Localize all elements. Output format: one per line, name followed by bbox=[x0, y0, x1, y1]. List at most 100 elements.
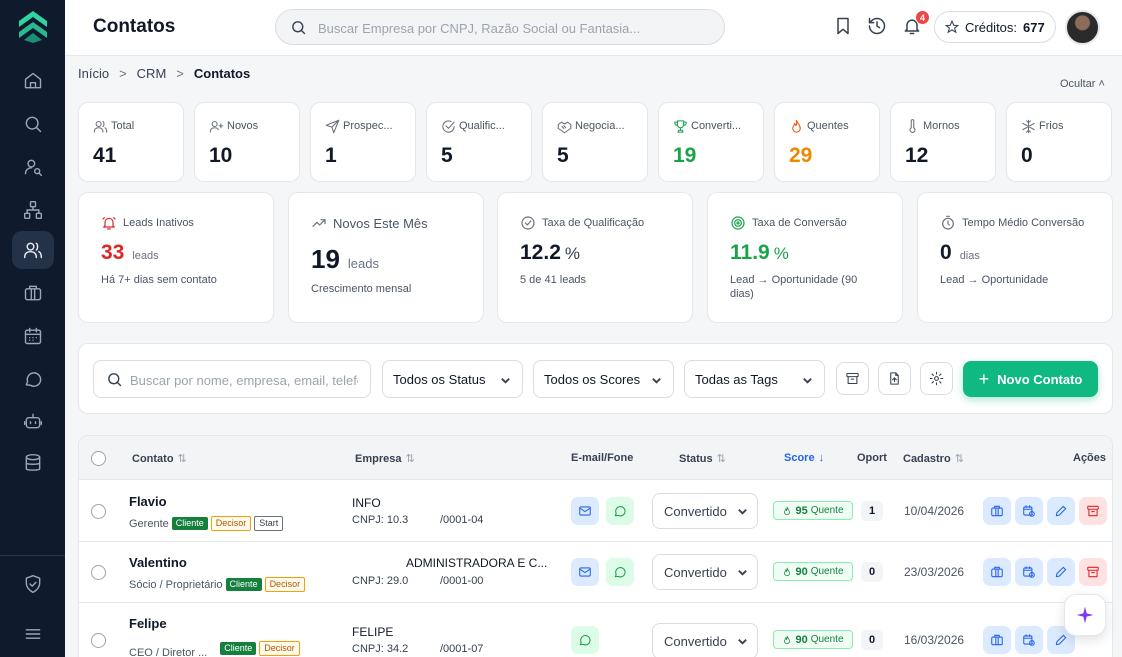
stat-card-negotiating[interactable]: Negocia... 5 bbox=[542, 102, 648, 182]
stat-card-total[interactable]: Total 41 bbox=[78, 102, 184, 182]
import-button[interactable] bbox=[878, 362, 911, 395]
score-label: Quente bbox=[810, 566, 844, 577]
edit-action-button[interactable] bbox=[1047, 558, 1075, 586]
stat-card-qualified[interactable]: Qualific... 5 bbox=[426, 102, 532, 182]
schedule-action-button[interactable] bbox=[1015, 626, 1043, 654]
company-name[interactable]: FELIPE bbox=[352, 625, 394, 639]
breadcrumb-current: Contatos bbox=[193, 66, 251, 81]
bell-icon bbox=[102, 217, 116, 230]
status-select[interactable]: Convertido bbox=[652, 493, 758, 529]
breadcrumb-home[interactable]: Início bbox=[78, 66, 110, 81]
lead-search-input[interactable] bbox=[130, 370, 358, 390]
opportunities-count: 0 bbox=[861, 562, 883, 582]
sidebar-item-contacts[interactable] bbox=[12, 231, 54, 269]
sidebar-item-home[interactable] bbox=[12, 62, 54, 100]
tag-filter[interactable]: Todas as Tags bbox=[684, 360, 825, 398]
metric-value: 0 dias bbox=[940, 241, 980, 265]
stat-card-converted[interactable]: Converti... 19 bbox=[658, 102, 764, 182]
email-button[interactable] bbox=[571, 497, 599, 525]
company-name[interactable]: INFO bbox=[352, 496, 381, 510]
column-oport: Oport bbox=[857, 452, 887, 464]
archive-button[interactable] bbox=[836, 362, 869, 395]
ai-assistant-button[interactable] bbox=[1064, 594, 1106, 636]
breadcrumb-crm[interactable]: CRM bbox=[136, 66, 167, 81]
column-empresa[interactable]: Empresa ⇅ bbox=[355, 452, 415, 465]
contact-name[interactable]: Valentino bbox=[129, 555, 187, 570]
column-status[interactable]: Status ⇅ bbox=[679, 452, 726, 465]
pencil-icon bbox=[1055, 634, 1067, 646]
row-checkbox[interactable] bbox=[91, 565, 106, 580]
sidebar-item-companies[interactable] bbox=[12, 274, 54, 312]
app-logo-icon[interactable] bbox=[18, 10, 48, 44]
company-action-button[interactable] bbox=[983, 558, 1011, 586]
credits-button[interactable]: Créditos: 677 bbox=[934, 11, 1056, 43]
tag-filter-value: Todas as Tags bbox=[695, 371, 778, 387]
table-row[interactable]: Felipe CEO / Diretor ... Cliente Decisor… bbox=[79, 603, 1112, 657]
notifications-button[interactable] bbox=[902, 16, 922, 36]
global-search[interactable] bbox=[275, 9, 725, 45]
column-score[interactable]: Score ↓ bbox=[784, 452, 824, 464]
sidebar-item-bot[interactable] bbox=[12, 402, 54, 440]
company-name[interactable]: ADMINISTRADORA E C... bbox=[406, 556, 548, 570]
column-label: Status bbox=[679, 453, 713, 465]
whatsapp-button[interactable] bbox=[606, 497, 634, 525]
select-all-checkbox[interactable] bbox=[91, 451, 106, 466]
hide-stats-toggle[interactable]: Ocultar ˄ bbox=[1060, 78, 1105, 90]
email-button[interactable] bbox=[571, 558, 599, 586]
score-badge: 90 Quente bbox=[773, 630, 853, 649]
tag-decisor: Decisor bbox=[259, 640, 300, 656]
table-row[interactable]: Flavio Gerente Cliente Decisor Start INF… bbox=[79, 481, 1112, 542]
table-row[interactable]: Valentino Sócio / Proprietário Cliente D… bbox=[79, 542, 1112, 603]
status-filter[interactable]: Todos os Status bbox=[382, 360, 523, 398]
stat-value: 29 bbox=[789, 144, 813, 167]
column-cadastro[interactable]: Cadastro ⇅ bbox=[903, 452, 964, 465]
edit-action-button[interactable] bbox=[1047, 497, 1075, 525]
stat-card-cold[interactable]: Frios 0 bbox=[1006, 102, 1112, 182]
status-select[interactable]: Convertido bbox=[652, 623, 758, 657]
metric-value: 19 leads bbox=[311, 244, 379, 275]
sidebar-item-hierarchy[interactable] bbox=[12, 191, 54, 229]
briefcase-icon bbox=[24, 285, 42, 301]
new-contact-button[interactable]: + Novo Contato bbox=[963, 361, 1098, 397]
settings-button[interactable] bbox=[920, 362, 953, 395]
stat-card-prospecting[interactable]: Prospec... 1 bbox=[310, 102, 416, 182]
column-acoes: Ações bbox=[1073, 452, 1107, 464]
score-badge: 90 Quente bbox=[773, 562, 853, 581]
search-icon bbox=[292, 21, 306, 35]
sidebar-item-security[interactable] bbox=[12, 565, 54, 603]
whatsapp-button[interactable] bbox=[606, 558, 634, 586]
history-button[interactable] bbox=[867, 16, 887, 36]
company-action-button[interactable] bbox=[983, 497, 1011, 525]
archive-action-button[interactable] bbox=[1079, 497, 1107, 525]
row-checkbox[interactable] bbox=[91, 504, 106, 519]
sidebar-menu-toggle[interactable] bbox=[12, 615, 54, 653]
sidebar-item-calendar[interactable] bbox=[12, 317, 54, 355]
sidebar-item-search[interactable] bbox=[12, 105, 54, 143]
whatsapp-button[interactable] bbox=[571, 626, 599, 654]
stat-card-new[interactable]: Novos 10 bbox=[194, 102, 300, 182]
contact-name[interactable]: Felipe bbox=[129, 616, 167, 631]
stat-value: 10 bbox=[209, 144, 233, 167]
stat-card-hot[interactable]: Quentes 29 bbox=[774, 102, 880, 182]
row-checkbox[interactable] bbox=[91, 633, 106, 648]
archive-action-button[interactable] bbox=[1079, 558, 1107, 586]
schedule-action-button[interactable] bbox=[1015, 558, 1043, 586]
global-search-input[interactable] bbox=[318, 18, 713, 38]
column-contato[interactable]: Contato ⇅ bbox=[132, 452, 187, 465]
sidebar-item-database[interactable] bbox=[12, 444, 54, 482]
bookmark-button[interactable] bbox=[833, 16, 853, 36]
opportunities-count: 1 bbox=[861, 501, 883, 521]
status-select[interactable]: Convertido bbox=[652, 554, 758, 590]
lead-search[interactable] bbox=[93, 360, 371, 398]
sidebar-item-user-search[interactable] bbox=[12, 148, 54, 186]
breadcrumb-separator: > bbox=[176, 66, 184, 81]
sidebar-item-chat[interactable] bbox=[12, 360, 54, 398]
company-action-button[interactable] bbox=[983, 626, 1011, 654]
contact-name[interactable]: Flavio bbox=[129, 494, 167, 509]
score-filter[interactable]: Todos os Scores bbox=[533, 360, 674, 398]
snowflake-icon bbox=[1022, 119, 1035, 134]
user-avatar[interactable] bbox=[1065, 10, 1100, 45]
stat-card-warm[interactable]: Mornos 12 bbox=[890, 102, 996, 182]
menu-icon bbox=[25, 629, 41, 639]
schedule-action-button[interactable] bbox=[1015, 497, 1043, 525]
